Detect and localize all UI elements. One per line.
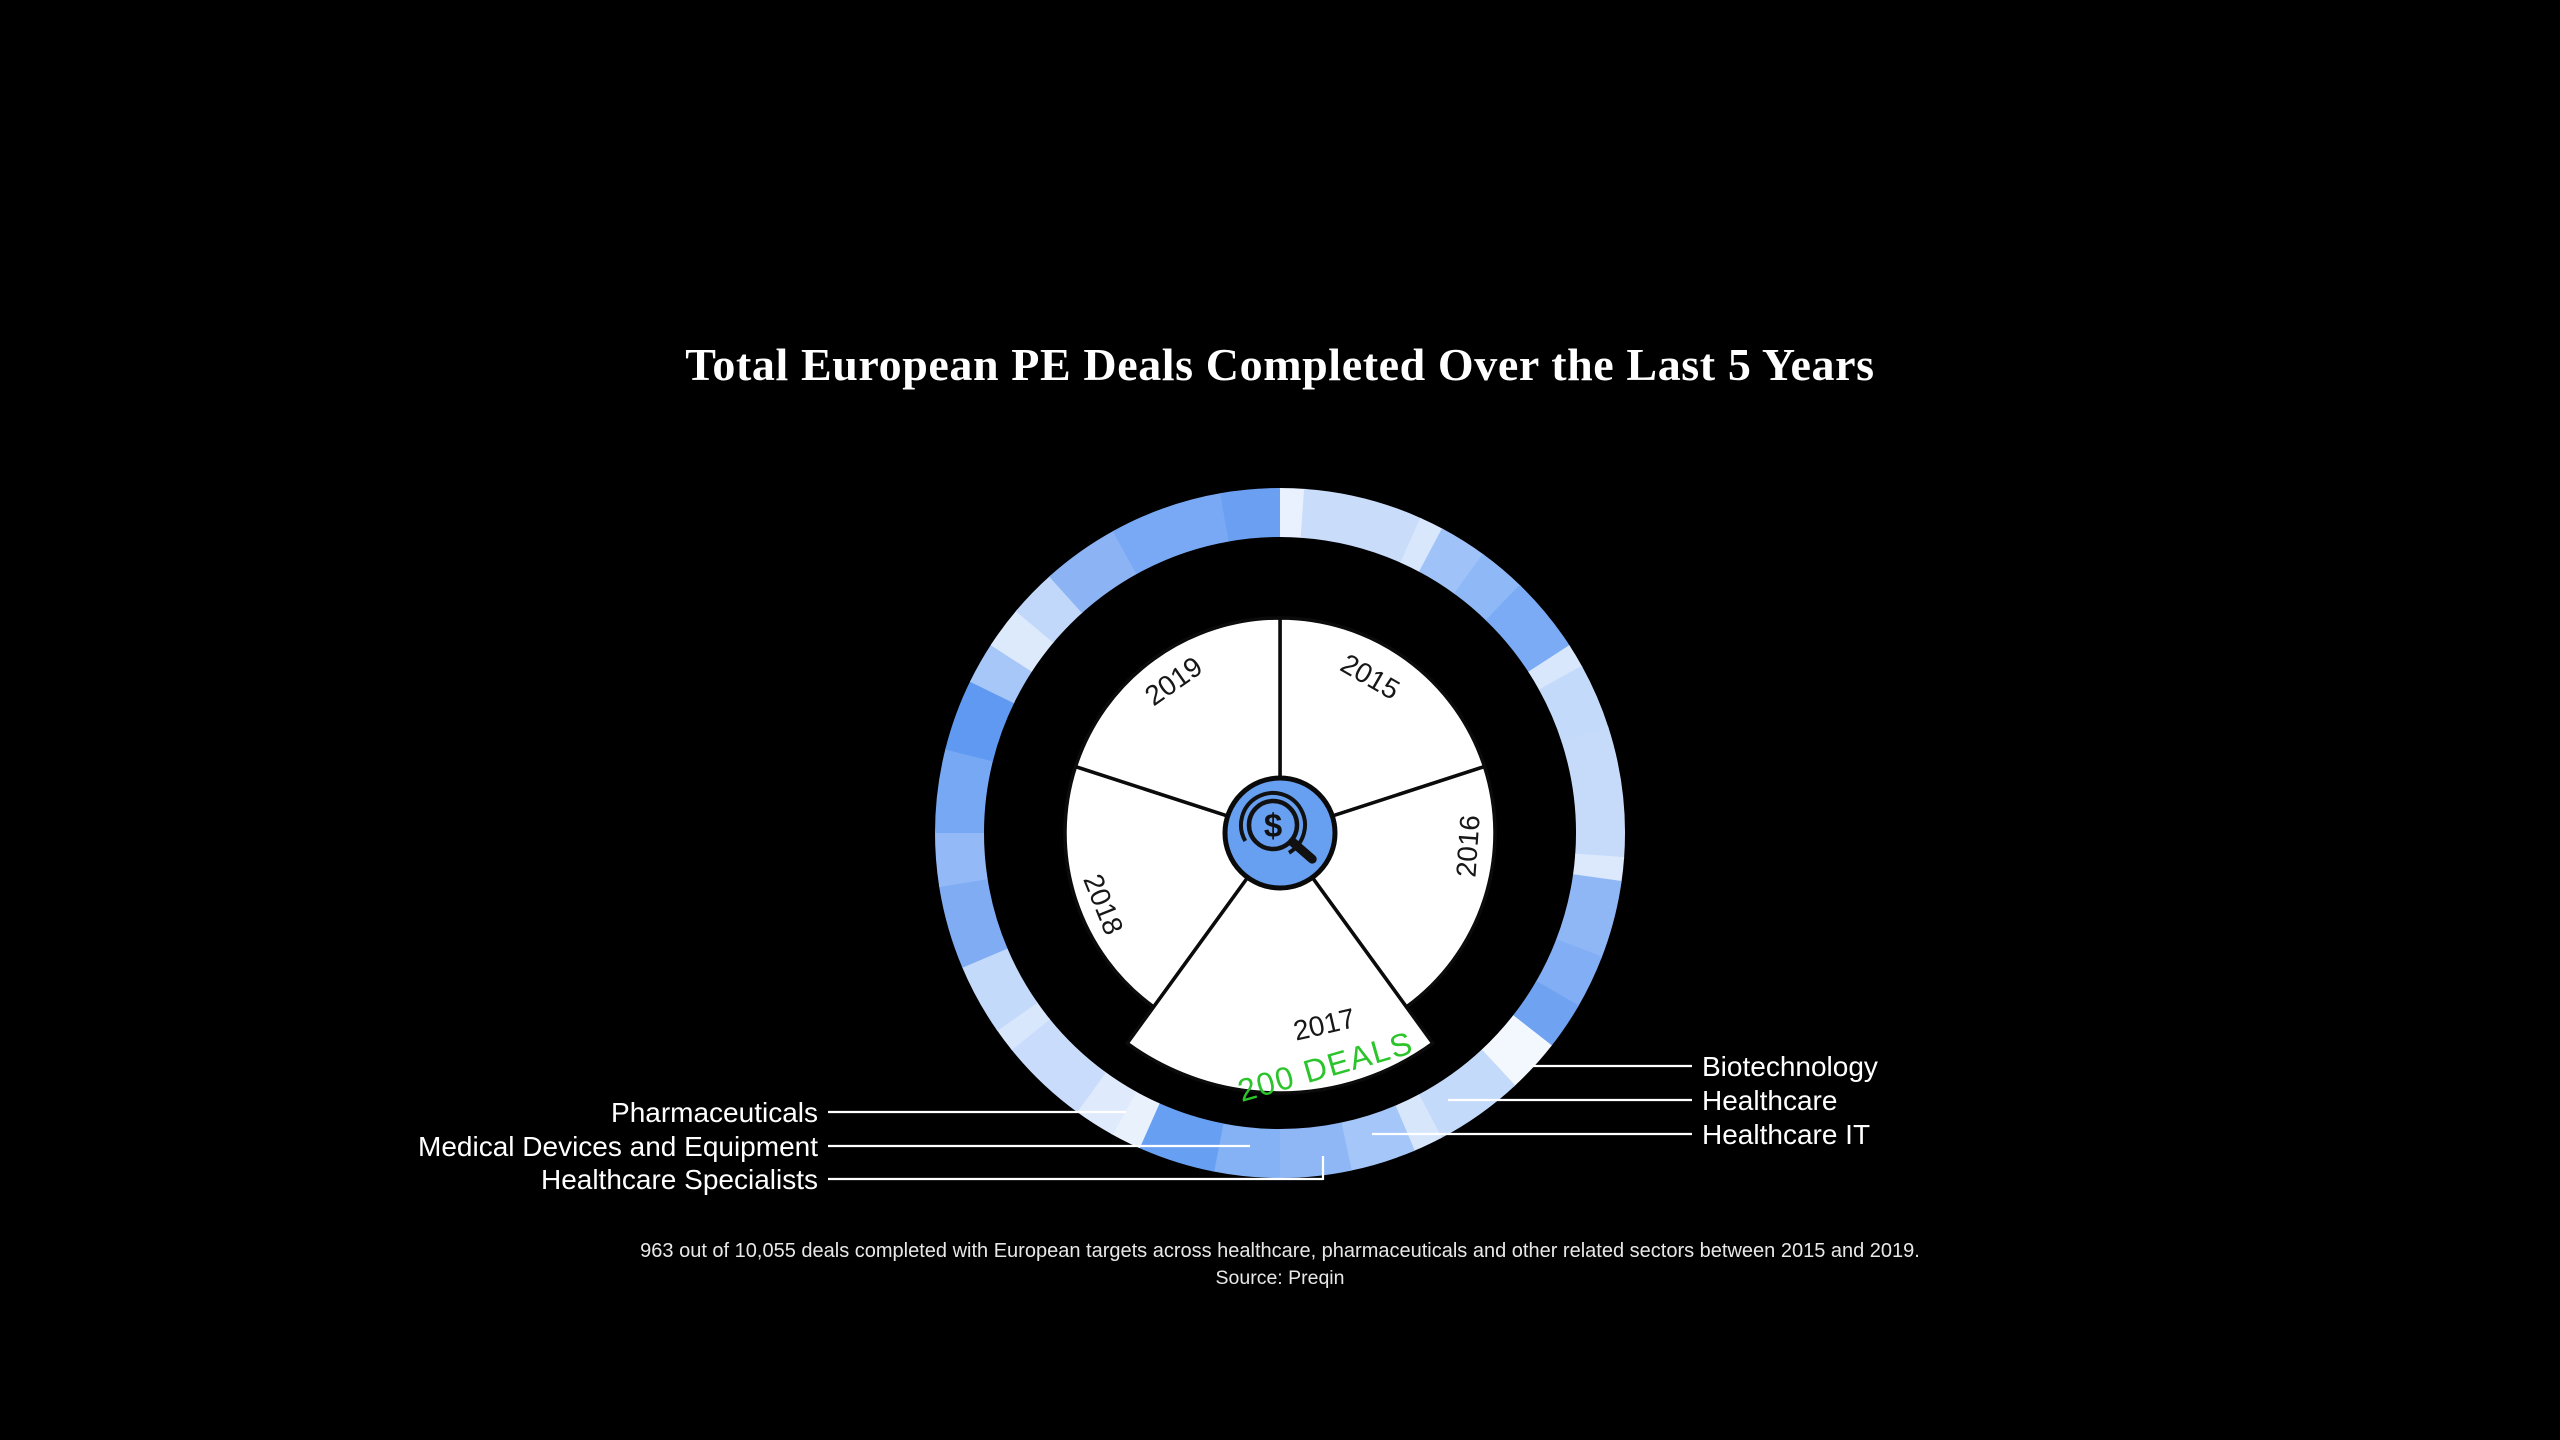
sector-labels: Biotechnology Healthcare Healthcare IT P… [418, 1051, 1878, 1195]
pie-slice-2019 [1073, 616, 1282, 835]
pie-slice-2017 [1125, 831, 1435, 1095]
ring-segment [990, 609, 1055, 672]
outer-sector-ring [935, 488, 1626, 1178]
ring-segment [1512, 981, 1579, 1048]
sector-label-biotechnology: Biotechnology [1702, 1051, 1878, 1082]
dollar-symbol: $ [1264, 807, 1282, 844]
ring-segment [1555, 874, 1622, 959]
sector-label-pharmaceuticals: Pharmaceuticals [611, 1097, 818, 1128]
ring-segment [945, 679, 1015, 762]
ring-segment [1417, 1049, 1516, 1139]
ring-segment [1137, 1102, 1224, 1172]
ring-segment [1561, 726, 1626, 860]
sector-label-healthcare-specialists: Healthcare Specialists [541, 1164, 818, 1195]
center-badge: $ [1222, 775, 1338, 891]
ring-segment [935, 747, 994, 833]
ring-segment [1418, 528, 1485, 595]
ring-segment [1339, 1105, 1415, 1171]
sector-label-medical-devices: Medical Devices and Equipment [418, 1131, 818, 1162]
dollar-magnifier-icon: $ [1239, 791, 1317, 864]
source-text: Source: Preqin [1215, 1267, 1345, 1289]
ring-segment [1010, 1017, 1107, 1113]
ring-segment [1049, 530, 1139, 614]
ring-segment [1393, 1094, 1442, 1152]
ring-segment [1400, 517, 1444, 573]
year-pie [1063, 616, 1497, 1095]
ring-segment [938, 877, 1008, 968]
ring-segment [1485, 584, 1571, 674]
sector-label-healthcare-it: Healthcare IT [1702, 1119, 1870, 1150]
ring-segment [1220, 488, 1280, 542]
ring-segment [935, 830, 988, 887]
ring-segment [1015, 575, 1084, 643]
callout-lines [828, 1064, 1692, 1181]
magnifier-lens [1246, 798, 1300, 852]
ring-segment [961, 946, 1038, 1031]
footnote-text: 963 out of 10,055 deals completed with E… [640, 1240, 1920, 1262]
ring-segment [996, 1001, 1050, 1051]
ring-segment [1572, 853, 1625, 884]
ring-segment [1212, 1123, 1280, 1178]
ring-segment [969, 643, 1033, 704]
ring-segment [1528, 645, 1583, 692]
ring-segment [1112, 492, 1231, 575]
pie-slice-2015 [1278, 616, 1487, 835]
sector-label-healthcare: Healthcare [1702, 1085, 1837, 1116]
year-label-2016: 2016 [1450, 814, 1485, 878]
ring-segment [1110, 1091, 1160, 1149]
ring-segment [1280, 488, 1307, 538]
ring-segment [1538, 665, 1609, 744]
magnifier-handle [1288, 837, 1317, 864]
ring-segment [1453, 553, 1522, 622]
ring-segment [1300, 488, 1423, 564]
chart-title: Total European PE Deals Completed Over t… [685, 339, 1875, 390]
magnifier-accent-arc [1239, 791, 1307, 855]
ring-segment [1277, 1122, 1352, 1178]
ring-segment [1075, 1071, 1137, 1135]
